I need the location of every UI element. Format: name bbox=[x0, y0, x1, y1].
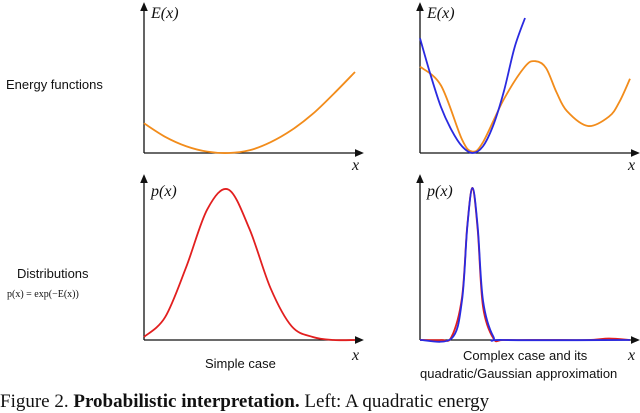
x-axis-label-bottom-left: x bbox=[351, 347, 359, 364]
plot-top-right bbox=[419, 17, 631, 154]
row-label-distributions: Distributions bbox=[17, 266, 89, 281]
y-axis-label-prob-left: p(x) bbox=[150, 183, 177, 200]
x-axis-label-top-right: x bbox=[627, 157, 635, 174]
panel-caption-complex-line1: Complex case and its bbox=[463, 348, 588, 363]
panel-caption-complex-line2: quadratic/Gaussian approximation bbox=[420, 366, 618, 381]
series-line-energy bbox=[143, 71, 356, 154]
figure-canvas: E(x) x E(x) x p(x) x p(x) x bbox=[140, 2, 640, 364]
row-formula: p(x) = exp(−E(x)) bbox=[7, 289, 79, 300]
figure-caption: Figure 2. Probabilistic interpretation. … bbox=[0, 391, 489, 413]
y-axis-label-energy-left: E(x) bbox=[150, 5, 179, 22]
series-line-energy bbox=[419, 60, 631, 153]
caption-rest: Left: A quadratic energy bbox=[299, 391, 490, 412]
plot-bottom-right bbox=[419, 187, 631, 343]
axes-top-left: E(x) x bbox=[140, 2, 364, 174]
series-line-distribution bbox=[143, 188, 356, 342]
y-axis-label-prob-right: p(x) bbox=[426, 183, 453, 200]
x-axis-label-top-left: x bbox=[351, 157, 359, 174]
x-axis-label-bottom-right: x bbox=[627, 347, 635, 364]
row-label-energy: Energy functions bbox=[6, 77, 103, 92]
series-line-distribution bbox=[419, 187, 631, 343]
panel-caption-simple: Simple case bbox=[205, 356, 276, 371]
axes-bottom-left: p(x) x bbox=[140, 174, 364, 364]
series-line-quadratic-approximation bbox=[419, 17, 526, 154]
series-line-gaussian-approximation bbox=[419, 187, 631, 343]
caption-prefix: Figure 2. bbox=[0, 391, 74, 412]
y-axis-label-energy-right: E(x) bbox=[426, 5, 455, 22]
plot-top-left bbox=[143, 71, 356, 154]
caption-bold: Probabilistic interpretation. bbox=[73, 391, 300, 412]
axes-top-right: E(x) x bbox=[416, 2, 640, 174]
plot-bottom-left bbox=[143, 188, 356, 342]
